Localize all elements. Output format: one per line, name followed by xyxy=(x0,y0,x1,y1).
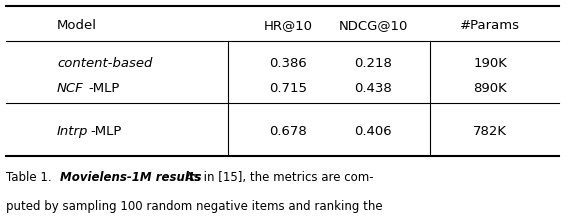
Text: 0.218: 0.218 xyxy=(355,57,392,70)
Text: 890K: 890K xyxy=(473,82,507,95)
Text: HR@10: HR@10 xyxy=(263,19,312,32)
Text: 0.406: 0.406 xyxy=(355,125,392,138)
Text: NCF: NCF xyxy=(57,82,84,95)
Text: puted by sampling 100 random negative items and ranking the: puted by sampling 100 random negative it… xyxy=(6,200,382,213)
Text: #Params: #Params xyxy=(460,19,520,32)
Text: 0.438: 0.438 xyxy=(355,82,392,95)
Text: 782K: 782K xyxy=(473,125,507,138)
Text: -MLP: -MLP xyxy=(90,125,121,138)
Text: content-based: content-based xyxy=(57,57,152,70)
Text: Model: Model xyxy=(57,19,97,32)
Text: Table 1.: Table 1. xyxy=(6,171,59,184)
Text: 0.386: 0.386 xyxy=(269,57,307,70)
Text: 0.678: 0.678 xyxy=(269,125,307,138)
Text: -MLP: -MLP xyxy=(88,82,120,95)
Text: 190K: 190K xyxy=(473,57,507,70)
Text: Intrp: Intrp xyxy=(57,125,88,138)
Text: NDCG@10: NDCG@10 xyxy=(339,19,408,32)
Text: Movielens-1M results: Movielens-1M results xyxy=(60,171,201,184)
Text: 0.715: 0.715 xyxy=(269,82,307,95)
Text: As in [15], the metrics are com-: As in [15], the metrics are com- xyxy=(182,171,374,184)
